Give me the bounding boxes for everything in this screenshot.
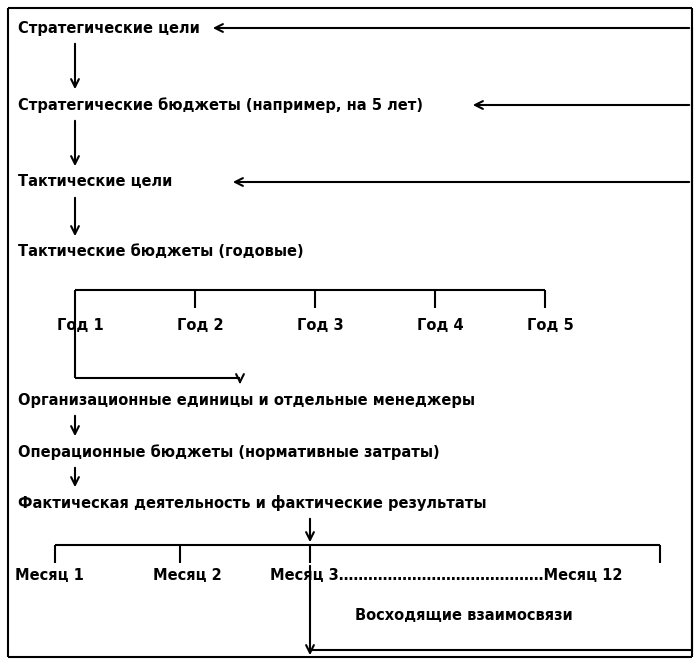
Text: Месяц 2: Месяц 2 bbox=[153, 569, 222, 583]
Text: Год 2: Год 2 bbox=[177, 317, 223, 332]
Text: Стратегические цели: Стратегические цели bbox=[18, 21, 200, 35]
Text: Организационные единицы и отдельные менеджеры: Организационные единицы и отдельные мене… bbox=[18, 392, 475, 408]
Text: Месяц 1: Месяц 1 bbox=[15, 569, 84, 583]
Text: Год 1: Год 1 bbox=[57, 317, 104, 332]
Text: Год 4: Год 4 bbox=[417, 317, 463, 332]
Text: Операционные бюджеты (нормативные затраты): Операционные бюджеты (нормативные затрат… bbox=[18, 444, 440, 460]
Text: Месяц 3……………………………………Месяц 12: Месяц 3……………………………………Месяц 12 bbox=[270, 569, 622, 583]
Text: Тактические бюджеты (годовые): Тактические бюджеты (годовые) bbox=[18, 245, 304, 259]
Text: Восходящие взаимосвязи: Восходящие взаимосвязи bbox=[355, 608, 573, 624]
Text: Стратегические бюджеты (например, на 5 лет): Стратегические бюджеты (например, на 5 л… bbox=[18, 97, 423, 113]
Text: Год 3: Год 3 bbox=[297, 317, 344, 332]
Text: Тактические цели: Тактические цели bbox=[18, 174, 172, 190]
Text: Фактическая деятельность и фактические результаты: Фактическая деятельность и фактические р… bbox=[18, 495, 486, 511]
Text: Год 5: Год 5 bbox=[527, 317, 574, 332]
